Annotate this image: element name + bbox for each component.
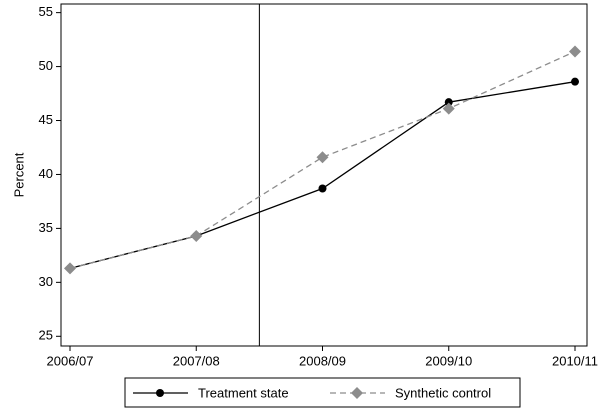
- data-point: [318, 184, 327, 193]
- data-point: [444, 98, 453, 107]
- y-tick-label: 45: [39, 112, 53, 127]
- series-line: [69, 81, 576, 269]
- legend-marker: [156, 389, 164, 397]
- legend-marker: [351, 387, 363, 399]
- y-tick-label: 30: [39, 274, 53, 289]
- data-point: [569, 45, 581, 58]
- y-tick-label: 55: [39, 4, 53, 19]
- plot-frame: [60, 3, 588, 347]
- x-tick-label: 2010/11: [552, 353, 598, 368]
- series-line: [69, 50, 576, 269]
- x-tick-label: 2006/07: [47, 353, 94, 368]
- y-tick-label: 25: [39, 328, 53, 343]
- data-point: [190, 229, 203, 242]
- x-tick-label: 2008/09: [299, 353, 346, 368]
- x-tick-label: 2007/08: [173, 353, 220, 368]
- y-tick-label: 40: [39, 166, 53, 181]
- legend-label: Treatment state: [198, 385, 289, 400]
- y-axis-label: Percent: [11, 152, 26, 197]
- legend-label: Synthetic control: [395, 385, 491, 400]
- data-point: [571, 77, 579, 86]
- y-tick-label: 35: [39, 220, 53, 235]
- legend-frame: [124, 377, 521, 408]
- data-point: [316, 151, 329, 164]
- data-point: [442, 102, 455, 115]
- x-tick-label: 2009/10: [425, 353, 472, 368]
- data-point: [64, 262, 76, 275]
- y-tick-label: 50: [39, 58, 53, 73]
